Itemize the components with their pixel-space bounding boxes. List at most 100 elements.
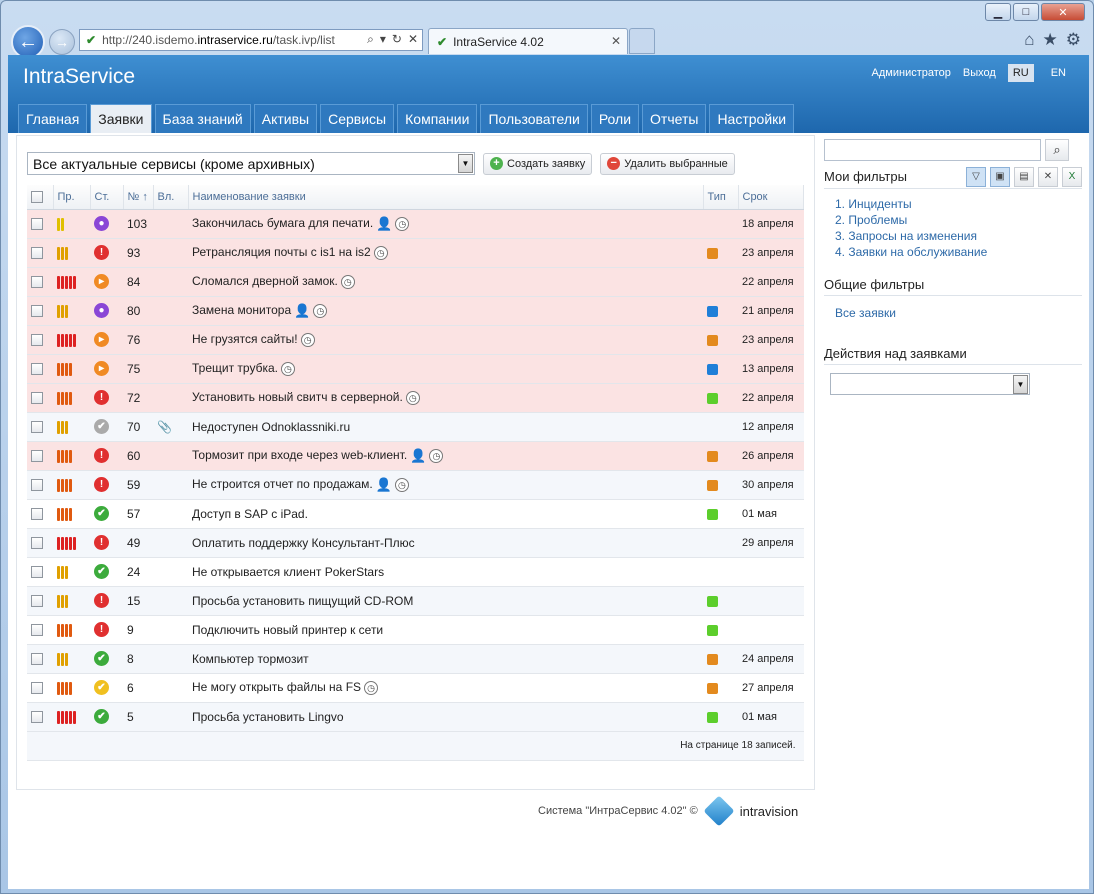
row-checkbox[interactable]	[31, 334, 43, 347]
request-name-cell[interactable]: Трещит трубка. ◷	[188, 354, 703, 384]
row-checkbox[interactable]	[31, 508, 43, 521]
request-name-cell[interactable]: Оплатить поддержку Консультант-Плюс	[188, 528, 703, 558]
refresh-icon[interactable]: ↻	[391, 32, 402, 46]
request-name-cell[interactable]: Не грузятся сайты! ◷	[188, 325, 703, 355]
table-row[interactable]: ▸ 84 Сломался дверной замок. ◷ 22 апреля	[27, 267, 804, 297]
create-request-button[interactable]: + Создать заявку	[483, 152, 593, 175]
search-button[interactable]: ⌕	[1045, 139, 1069, 161]
row-checkbox[interactable]	[31, 537, 43, 550]
row-checkbox[interactable]	[31, 711, 43, 724]
row-checkbox[interactable]	[31, 363, 43, 376]
forward-button[interactable]: →	[49, 29, 75, 55]
new-tab-button[interactable]	[629, 28, 655, 54]
request-number[interactable]: 75	[123, 354, 153, 384]
request-number[interactable]: 6	[123, 673, 153, 703]
table-row[interactable]: ▸ 76 Не грузятся сайты! ◷ 23 апреля	[27, 325, 804, 355]
settings-gear-icon[interactable]: ⚙	[1065, 30, 1081, 49]
request-name-cell[interactable]: Просьба установить пищущий CD-ROM	[188, 586, 703, 616]
tab-close-icon[interactable]: ✕	[610, 34, 621, 48]
nav-services[interactable]: Сервисы	[320, 104, 395, 133]
nav-users[interactable]: Пользователи	[480, 104, 588, 133]
col-name[interactable]: Наименование заявки	[188, 185, 704, 210]
request-name[interactable]: Закончилась бумага для печати.	[192, 215, 374, 230]
back-button[interactable]: ←	[11, 25, 45, 59]
address-bar[interactable]: ✔ http://240.isdemo. intraservice.ru/task…	[79, 29, 423, 51]
request-number[interactable]: 60	[123, 441, 153, 471]
nav-requests[interactable]: Заявки	[90, 104, 152, 133]
delete-filter-icon[interactable]: ✕	[1038, 166, 1058, 187]
maximize-button[interactable]: □	[1013, 3, 1039, 21]
request-name-cell[interactable]: Компьютер тормозит	[188, 644, 703, 674]
nav-knowledge[interactable]: База знаний	[154, 104, 251, 133]
request-name[interactable]: Сломался дверной замок.	[192, 274, 338, 289]
request-name[interactable]: Трещит трубка.	[192, 361, 278, 376]
request-name-cell[interactable]: Закончилась бумага для печати. 👤 ◷	[188, 209, 703, 239]
nav-assets[interactable]: Активы	[253, 104, 318, 133]
admin-link[interactable]: Администратор	[871, 67, 951, 79]
delete-selected-button[interactable]: − Удалить выбранные	[600, 152, 735, 175]
filter-service-requests[interactable]: 4. Заявки на обслуживание	[835, 245, 988, 259]
row-checkbox[interactable]	[31, 653, 43, 666]
row-checkbox[interactable]	[31, 682, 43, 695]
request-name-cell[interactable]: Установить новый свитч в серверной. ◷	[188, 383, 703, 413]
table-row[interactable]: ✔ 6 Не могу открыть файлы на FS ◷ 27 апре…	[27, 673, 804, 703]
nav-roles[interactable]: Роли	[590, 104, 640, 133]
search-icon[interactable]: ⌕	[367, 32, 374, 46]
request-name[interactable]: Компьютер тормозит	[192, 651, 309, 666]
col-number[interactable]: № ↑	[123, 185, 154, 210]
request-name-cell[interactable]: Подключить новый принтер к сети	[188, 615, 703, 645]
row-checkbox[interactable]	[31, 595, 43, 608]
table-row[interactable]: ▸ 75 Трещит трубка. ◷ 13 апреля	[27, 354, 804, 384]
col-status[interactable]: Ст.	[90, 185, 124, 210]
request-name[interactable]: Просьба установить Lingvo	[192, 709, 344, 724]
table-row[interactable]: ✔ 24 Не открывается клиент PokerStars	[27, 557, 804, 587]
col-attach[interactable]: Вл.	[153, 185, 189, 210]
table-row[interactable]: ✔ 57 Доступ в SAP с iPad. 01 мая	[27, 499, 804, 529]
request-name[interactable]: Не открывается клиент PokerStars	[192, 564, 385, 579]
request-name[interactable]: Ретрансляция почты с is1 на is2	[192, 245, 371, 260]
filter-icon[interactable]: ▽	[966, 166, 986, 187]
request-number[interactable]: 93	[123, 238, 153, 268]
request-number[interactable]: 15	[123, 586, 153, 616]
request-name-cell[interactable]: Тормозит при входе через web-клиент. 👤 ◷	[188, 441, 703, 471]
stop-icon[interactable]: ✕	[407, 32, 418, 46]
intravision-logo-text[interactable]: intravision	[739, 803, 799, 819]
row-checkbox[interactable]	[31, 276, 43, 289]
row-checkbox[interactable]	[31, 566, 43, 579]
home-icon[interactable]: ⌂	[1024, 30, 1035, 49]
lang-ru[interactable]: RU	[1007, 64, 1034, 82]
dropdown-icon[interactable]: ▾	[379, 32, 386, 46]
request-name[interactable]: Не могу открыть файлы на FS	[192, 680, 362, 695]
table-row[interactable]: ! 15 Просьба установить пищущий CD-ROM	[27, 586, 804, 616]
request-name-cell[interactable]: Не открывается клиент PokerStars	[188, 557, 703, 587]
request-name-cell[interactable]: Просьба установить Lingvo	[188, 702, 703, 732]
request-name-cell[interactable]: Замена монитора 👤 ◷	[188, 296, 703, 326]
row-checkbox[interactable]	[31, 247, 43, 260]
request-name[interactable]: Подключить новый принтер к сети	[192, 622, 384, 637]
select-all-checkbox[interactable]	[31, 190, 43, 203]
table-row[interactable]: ✔ 70 📎 Недоступен Odnoklassniki.ru 12 ап…	[27, 412, 804, 442]
excel-export-icon[interactable]: X	[1062, 166, 1082, 187]
filter-incidents[interactable]: 1. Инциденты	[835, 197, 912, 211]
request-name[interactable]: Просьба установить пищущий CD-ROM	[192, 593, 414, 608]
row-checkbox[interactable]	[31, 305, 43, 318]
row-checkbox[interactable]	[31, 218, 43, 231]
table-row[interactable]: ✔ 8 Компьютер тормозит 24 апреля	[27, 644, 804, 674]
row-checkbox[interactable]	[31, 450, 43, 463]
request-number[interactable]: 76	[123, 325, 153, 355]
save-filter-icon[interactable]: ▤	[1014, 166, 1034, 187]
row-checkbox[interactable]	[31, 421, 43, 434]
request-number[interactable]: 72	[123, 383, 153, 413]
browser-tab[interactable]: ✔ IntraService 4.02 ✕	[428, 28, 628, 54]
favorites-icon[interactable]: ★	[1042, 30, 1058, 49]
request-name[interactable]: Недоступен Odnoklassniki.ru	[192, 419, 351, 434]
request-name-cell[interactable]: Доступ в SAP с iPad.	[188, 499, 703, 529]
request-name-cell[interactable]: Недоступен Odnoklassniki.ru	[188, 412, 703, 442]
request-name[interactable]: Доступ в SAP с iPad.	[192, 506, 308, 521]
table-row[interactable]: ● 80 Замена монитора 👤 ◷ 21 апреля	[27, 296, 804, 326]
request-number[interactable]: 103	[123, 209, 153, 239]
brand-logo[interactable]: IntraService	[23, 65, 136, 88]
actions-select[interactable]: ▼	[830, 373, 1030, 395]
nav-home[interactable]: Главная	[18, 104, 88, 133]
minimize-button[interactable]: ▁	[985, 3, 1011, 21]
